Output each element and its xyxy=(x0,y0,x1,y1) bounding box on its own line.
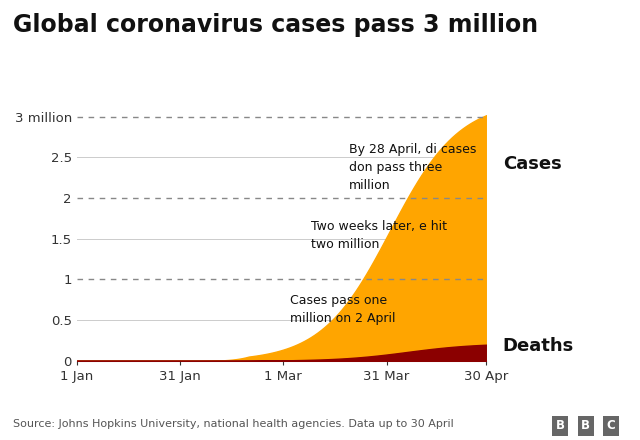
Text: Two weeks later, e hit
two million: Two weeks later, e hit two million xyxy=(311,220,447,251)
Text: Deaths: Deaths xyxy=(503,337,574,355)
Text: B: B xyxy=(556,419,564,432)
Text: Source: Johns Hopkins University, national health agencies. Data up to 30 April: Source: Johns Hopkins University, nation… xyxy=(13,419,454,429)
Text: Cases pass one
million on 2 April: Cases pass one million on 2 April xyxy=(290,294,396,325)
Text: C: C xyxy=(607,419,616,432)
Text: B: B xyxy=(581,419,590,432)
Text: Global coronavirus cases pass 3 million: Global coronavirus cases pass 3 million xyxy=(13,13,538,37)
Text: Cases: Cases xyxy=(503,155,561,173)
Text: By 28 April, di cases
don pass three
million: By 28 April, di cases don pass three mil… xyxy=(349,143,476,191)
